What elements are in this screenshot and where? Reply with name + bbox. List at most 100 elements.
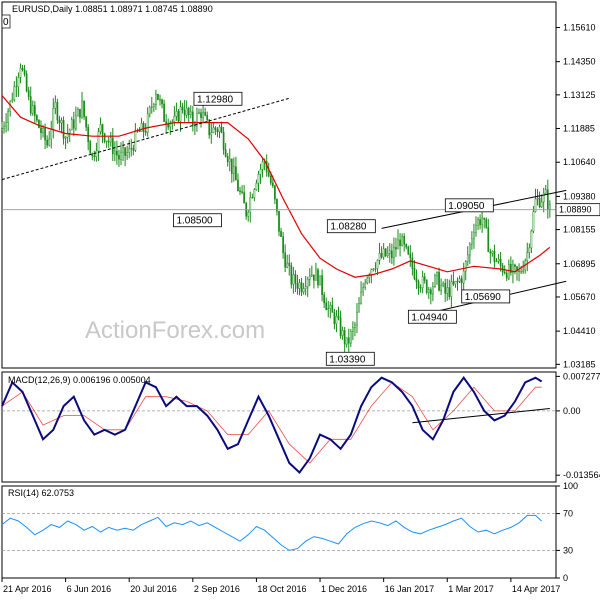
candle-body	[177, 111, 180, 122]
candle-body	[31, 105, 34, 114]
candle-body	[259, 169, 262, 175]
candle-body	[514, 264, 516, 267]
candle-body	[70, 119, 73, 131]
candle-body	[374, 268, 377, 270]
candle-body	[415, 278, 418, 283]
rsi-y-tick-label: 0	[563, 573, 568, 583]
price-y-tick-label: 1.13125	[563, 90, 596, 100]
candle-body	[107, 140, 110, 143]
candle-body	[345, 337, 348, 345]
candle-body	[257, 173, 260, 184]
candle-body	[432, 286, 434, 295]
candle-body	[458, 278, 461, 282]
price-y-tick-label: 1.09380	[563, 191, 596, 201]
candle-body	[111, 137, 114, 155]
candle-body	[54, 102, 57, 109]
candle-body	[528, 247, 531, 253]
candle-body	[483, 217, 486, 220]
candle-body	[364, 282, 367, 288]
candle-body	[313, 274, 315, 281]
candle-body	[118, 154, 120, 160]
rsi-header: RSI(14) 62.0753	[8, 488, 74, 498]
candle-body	[308, 275, 311, 280]
annotation-box	[325, 351, 375, 366]
candle-body	[343, 330, 346, 345]
candle-body	[241, 191, 243, 193]
current-price-box	[555, 203, 600, 217]
annotation-box	[173, 213, 222, 228]
candle-body	[520, 271, 522, 273]
candle-body	[93, 155, 96, 158]
price-y-tick-label: 1.10640	[563, 157, 596, 167]
candle-body	[97, 131, 100, 152]
candle-body	[267, 171, 270, 177]
current-price-label: 1.08890	[559, 205, 592, 215]
rsi-y-tick-label: 70	[563, 509, 573, 519]
candle-body	[27, 90, 30, 97]
candle-body	[134, 130, 137, 151]
candle-body	[19, 67, 22, 78]
candle-body	[327, 308, 330, 311]
candle-body	[499, 259, 502, 266]
candle-body	[146, 113, 149, 133]
candle-body	[444, 282, 447, 294]
candle-body	[52, 107, 55, 130]
candle-body	[163, 103, 165, 122]
annotation-box	[193, 91, 243, 106]
annotation-label: 1.12980	[197, 94, 234, 105]
candle-body	[280, 231, 282, 237]
moving-average-line	[1, 95, 551, 278]
price-header-symbol: EURUSD,Daily 1.08851 1.08971 1.08745 1.0…	[12, 4, 213, 14]
candle-body	[152, 104, 155, 107]
candle-body	[64, 136, 67, 139]
candle-body	[315, 269, 317, 281]
corner-box	[1, 14, 11, 29]
candle-body	[7, 110, 10, 123]
candle-body	[446, 287, 449, 294]
candle-body	[393, 247, 395, 259]
candle-body	[206, 115, 209, 120]
candle-body	[105, 140, 108, 142]
candle-body	[462, 270, 465, 284]
candle-body	[46, 139, 48, 146]
candle-body	[526, 252, 529, 261]
candle-body	[419, 287, 422, 289]
candle-body	[235, 166, 237, 181]
candle-body	[276, 198, 278, 212]
candle-body	[425, 280, 428, 293]
candle-body	[17, 77, 20, 87]
candle-body	[401, 235, 403, 247]
candle-body	[29, 96, 32, 114]
candle-body	[354, 324, 356, 328]
candle-body	[218, 126, 221, 132]
candle-body	[339, 317, 342, 336]
rsi-y-tick-label: 30	[563, 545, 573, 555]
annotation-label: 1.09050	[448, 201, 485, 212]
corner-label: 0	[3, 17, 9, 28]
candle-body	[479, 219, 481, 226]
price-y-tick-label: 1.03185	[563, 359, 596, 369]
candle-body	[335, 316, 338, 325]
candle-body	[212, 127, 215, 133]
candle-body	[132, 148, 135, 151]
candle-body	[198, 112, 200, 114]
y-axes: 1.15610 1.14350 1.13125 1.11885 1.10640 1.093…	[556, 22, 600, 583]
candle-body	[214, 127, 217, 131]
candle-body	[538, 197, 541, 208]
candle-body	[294, 274, 297, 284]
candle-body	[114, 150, 116, 155]
candle-body	[356, 311, 358, 326]
candle-body	[95, 150, 98, 158]
candle-body	[450, 281, 453, 297]
annotation-box	[407, 309, 457, 324]
candle-body	[337, 316, 340, 319]
candle-body	[56, 102, 59, 121]
candle-body	[58, 119, 61, 124]
candle-body	[282, 236, 284, 254]
candle-body	[347, 337, 350, 344]
candle-body	[409, 253, 412, 259]
candle-body	[269, 175, 272, 184]
candle-body	[181, 106, 184, 111]
candle-body	[271, 182, 274, 187]
candle-body	[485, 219, 488, 228]
